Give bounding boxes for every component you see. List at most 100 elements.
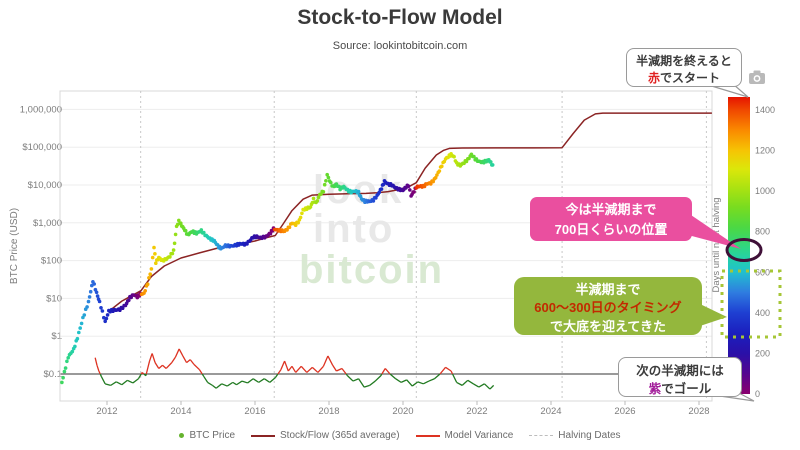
x-tick-label: 2014 xyxy=(170,406,191,417)
y-tick-label: $1,000 xyxy=(33,218,62,229)
source-caption: Source: lookintobitcoin.com xyxy=(332,40,468,52)
chart-line xyxy=(98,370,101,375)
colorbar-tick-label: 1400 xyxy=(755,105,775,115)
price-dot xyxy=(324,179,328,183)
chart-line xyxy=(132,378,139,384)
price-dot xyxy=(154,261,158,266)
watermark: bitcoin xyxy=(299,248,444,292)
annotation-goal-purple: 次の半減期には 紫でゴール xyxy=(618,357,742,397)
chart-line xyxy=(148,353,153,362)
price-dot xyxy=(429,182,433,186)
chart-line xyxy=(341,368,347,375)
legend-item-btc-price[interactable]: BTC Price xyxy=(179,430,235,441)
price-dot xyxy=(472,154,476,159)
legend-item-stock-flow[interactable]: Stock/Flow (365d average) xyxy=(251,430,400,441)
chart-line xyxy=(291,365,297,373)
x-tick-label: 2018 xyxy=(318,406,339,417)
chart-line xyxy=(247,378,254,384)
chart-line xyxy=(115,381,123,386)
chart-line xyxy=(451,373,458,383)
price-dot xyxy=(60,380,64,385)
annotation-text: 半減期まで xyxy=(575,282,641,297)
chart-line xyxy=(198,369,203,375)
chart-line xyxy=(165,362,173,369)
price-dot xyxy=(153,252,157,256)
annotation-text: で大底を迎えてきた xyxy=(550,318,666,334)
price-dot xyxy=(412,190,416,194)
price-dot xyxy=(85,305,89,309)
chart-line xyxy=(280,360,286,370)
price-dot xyxy=(325,172,330,177)
price-dot xyxy=(79,321,84,326)
camera-icon[interactable] xyxy=(749,70,765,85)
chart-line xyxy=(478,383,485,388)
chart-line xyxy=(127,379,134,384)
price-dot xyxy=(95,294,100,298)
chart-line xyxy=(193,363,200,371)
chart-line xyxy=(154,362,160,369)
price-dot xyxy=(371,199,376,203)
x-tick-label: 2012 xyxy=(96,406,117,417)
y-tick-label: $0.1 xyxy=(44,369,63,380)
price-dot xyxy=(308,205,313,209)
chart-line xyxy=(174,348,180,358)
colorbar-tick-label: 0 xyxy=(755,389,760,399)
chart-line xyxy=(322,355,329,367)
chart-line xyxy=(283,360,289,372)
chart-line xyxy=(287,365,293,372)
stock-flow-line xyxy=(110,112,712,311)
chart-line xyxy=(358,378,365,388)
chart-line xyxy=(381,368,386,375)
price-dot xyxy=(168,255,172,259)
x-tick-label: 2024 xyxy=(540,406,561,417)
legend-item-model-variance[interactable]: Model Variance xyxy=(415,430,513,441)
price-dot xyxy=(82,313,87,317)
chart-line xyxy=(121,379,128,386)
chart-line xyxy=(241,380,248,384)
chart-line xyxy=(226,381,234,387)
legend-item-halving-dates[interactable]: Halving Dates xyxy=(529,430,621,441)
price-dot xyxy=(61,375,65,380)
chart-line xyxy=(336,367,343,372)
chart-line xyxy=(295,365,302,373)
stock-flow-line-icon xyxy=(251,434,276,437)
price-dot xyxy=(104,316,109,321)
chart-line xyxy=(96,365,100,372)
price-dot xyxy=(75,336,80,341)
price-dot xyxy=(171,248,176,252)
price-dot xyxy=(464,159,469,164)
chart-line xyxy=(171,356,176,363)
chart-line xyxy=(472,383,480,388)
chart-line xyxy=(456,381,463,386)
price-dot xyxy=(70,349,75,354)
price-dot xyxy=(199,228,204,232)
price-dot xyxy=(316,195,321,200)
chart-line xyxy=(347,375,354,382)
chart-legend: BTC Price Stock/Flow (365d average) Mode… xyxy=(0,430,800,441)
price-dot xyxy=(322,182,327,187)
annotation-text: でゴール xyxy=(661,382,712,397)
x-tick-label: 2016 xyxy=(244,406,265,417)
chart-line xyxy=(201,373,205,378)
chart-line xyxy=(151,353,156,363)
chart-line xyxy=(374,375,382,382)
price-dot xyxy=(149,267,154,271)
annotation-start-red: 半減期を終えると 赤でスタート xyxy=(626,48,742,87)
chart-line xyxy=(434,373,441,380)
x-tick-label: 2022 xyxy=(466,406,487,417)
price-dot xyxy=(63,366,68,370)
price-dot xyxy=(452,154,456,159)
price-dot xyxy=(202,230,206,235)
colorbar-tick-label: 200 xyxy=(755,348,770,358)
price-dot xyxy=(172,241,177,246)
y-tick-label: $10 xyxy=(46,293,62,304)
price-dot xyxy=(311,196,316,201)
chart-line xyxy=(203,376,209,383)
price-dot xyxy=(62,369,67,374)
page-title: Stock-to-Flow Model xyxy=(297,6,503,29)
price-dot xyxy=(100,309,105,313)
price-dot xyxy=(150,255,155,260)
y-tick-label: $10,000 xyxy=(28,180,62,191)
